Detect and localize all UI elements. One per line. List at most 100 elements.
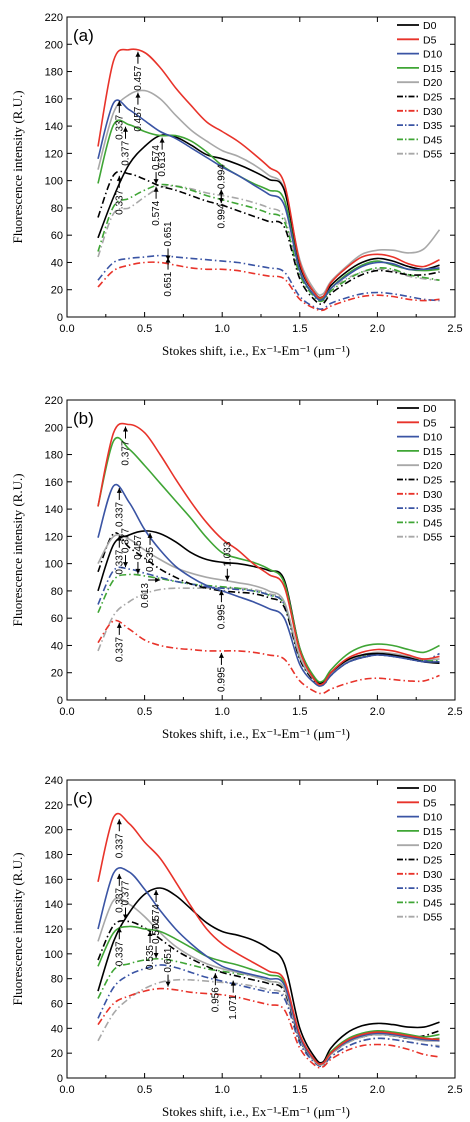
legend-label-d30: D30 bbox=[423, 106, 442, 118]
series-line-d25 bbox=[97, 170, 440, 305]
legend-label-d45: D45 bbox=[423, 134, 442, 146]
annotation: 1.071 bbox=[228, 980, 239, 1020]
annotation-arrowhead bbox=[116, 819, 122, 825]
annotation: 0.613 bbox=[157, 137, 168, 177]
series-line-d55 bbox=[97, 185, 440, 301]
annotation-label: 0.574 bbox=[151, 200, 162, 225]
x-tick-label: 0.0 bbox=[59, 323, 74, 335]
annotation-label: 0.457 bbox=[133, 534, 144, 559]
annotation: 0.535 bbox=[145, 532, 156, 572]
annotation-label: 0.574 bbox=[151, 145, 162, 170]
annotation: 0.574 bbox=[151, 186, 162, 226]
legend-label-d45: D45 bbox=[423, 897, 442, 909]
legend-label-d10: D10 bbox=[423, 432, 442, 444]
legend-label-d10: D10 bbox=[423, 812, 442, 824]
annotation-arrowhead bbox=[224, 575, 230, 581]
legend-label-d20: D20 bbox=[423, 460, 442, 472]
annotation-label: 0.337 bbox=[114, 189, 125, 214]
y-tick-label: 100 bbox=[45, 559, 63, 571]
annotation-arrowhead bbox=[116, 487, 122, 493]
series-line-d30 bbox=[97, 619, 440, 695]
x-tick-label: 2.5 bbox=[447, 323, 462, 335]
annotation-arrowhead bbox=[116, 535, 122, 541]
y-tick-label: 40 bbox=[51, 1023, 63, 1035]
legend-label-d20: D20 bbox=[423, 77, 442, 89]
legend-label-d30: D30 bbox=[423, 489, 442, 501]
annotation-arrowhead bbox=[155, 577, 161, 583]
legend-label-d0: D0 bbox=[423, 20, 437, 32]
x-tick-label: 0.5 bbox=[137, 706, 152, 718]
legend: D0 D5 D10 D15 D20 D25 D30 D35 D45 D55 bbox=[397, 783, 442, 924]
annotation-label: 1.033 bbox=[222, 541, 233, 566]
y-tick-label: 220 bbox=[45, 800, 63, 812]
annotation: 0.995 bbox=[216, 590, 227, 629]
legend-label-d35: D35 bbox=[423, 883, 442, 895]
annotation-label: 0.651 bbox=[163, 221, 174, 246]
series-line-d15 bbox=[97, 436, 440, 683]
legend-label-d45: D45 bbox=[423, 517, 442, 529]
y-tick-label: 40 bbox=[51, 257, 63, 269]
annotation: 0.457 bbox=[133, 92, 144, 132]
legend-label-d5: D5 bbox=[423, 797, 437, 809]
annotation: 0.377 bbox=[121, 528, 132, 568]
annotation: 1.033 bbox=[222, 541, 233, 581]
y-axis-label: Fluorescence intensity (R.U.) bbox=[10, 90, 25, 243]
y-tick-label: 200 bbox=[45, 39, 63, 51]
y-tick-label: 160 bbox=[45, 874, 63, 886]
annotation: 0.337 bbox=[114, 819, 125, 858]
annotation-label: 0.337 bbox=[114, 887, 125, 912]
y-tick-label: 80 bbox=[51, 586, 63, 598]
series-line-d45 bbox=[97, 573, 440, 686]
annotation-arrowhead bbox=[218, 198, 224, 204]
annotation-label: 0.377 bbox=[121, 528, 132, 553]
annotation: 0.457 bbox=[133, 534, 144, 574]
annotation-arrowhead bbox=[153, 953, 159, 959]
series-line-d20 bbox=[97, 533, 440, 686]
y-tick-label: 100 bbox=[45, 949, 63, 961]
y-tick-label: 220 bbox=[45, 12, 63, 24]
annotation-label: 0.651 bbox=[163, 271, 174, 296]
series-line-d5 bbox=[97, 48, 440, 299]
legend-label-d10: D10 bbox=[423, 49, 442, 61]
annotation: 0.651 bbox=[163, 947, 174, 987]
annotation-arrowhead bbox=[116, 100, 122, 106]
series-line-d10 bbox=[97, 99, 440, 302]
chart-panel-1: 0.0 0.5 1.0 1.5 2.0 2.5 0 20 40 60 80 100 120 140 160 1… bbox=[10, 395, 463, 741]
legend-label-d30: D30 bbox=[423, 869, 442, 881]
annotation: 0.574 bbox=[151, 919, 162, 959]
annotation-label: 0.613 bbox=[157, 151, 168, 176]
annotation-arrowhead bbox=[116, 927, 122, 933]
annotation-arrowhead bbox=[218, 590, 224, 596]
x-tick-label: 2.0 bbox=[370, 1084, 385, 1096]
x-axis-label: Stokes shift, i.e., Ex⁻¹-Em⁻¹ (μm⁻¹) bbox=[162, 343, 350, 358]
annotation-label: 0.337 bbox=[114, 833, 125, 858]
y-tick-label: 0 bbox=[57, 695, 63, 707]
y-tick-label: 20 bbox=[51, 668, 63, 680]
annotation: 0.574 bbox=[151, 145, 162, 185]
annotation-label: 0.337 bbox=[114, 636, 125, 661]
y-axis-label: Fluorescence intensity (R.U.) bbox=[10, 852, 25, 1005]
y-tick-label: 140 bbox=[45, 504, 63, 516]
annotation-label: 0.995 bbox=[216, 604, 227, 629]
y-tick-label: 40 bbox=[51, 640, 63, 652]
annotation: 0.574 bbox=[151, 890, 162, 929]
chart-panel-0: 0.0 0.5 1.0 1.5 2.0 2.5 0 20 40 60 80 100 120 140 160 1… bbox=[10, 12, 463, 358]
series-line-d45 bbox=[97, 183, 440, 303]
annotation-arrowhead bbox=[123, 562, 129, 568]
legend-label-d35: D35 bbox=[423, 120, 442, 132]
legend-label-d15: D15 bbox=[423, 446, 442, 458]
series-line-d15 bbox=[97, 119, 440, 301]
annotation-arrowhead bbox=[153, 179, 159, 185]
series-line-d30 bbox=[97, 261, 440, 312]
x-axis-label: Stokes shift, i.e., Ex⁻¹-Em⁻¹ (μm⁻¹) bbox=[162, 726, 350, 741]
panel-label: (b) bbox=[73, 409, 94, 428]
y-tick-label: 20 bbox=[51, 1048, 63, 1060]
y-axis-label: Fluorescence intensity (R.U.) bbox=[10, 473, 25, 626]
x-tick-label: 0.5 bbox=[137, 1084, 152, 1096]
x-tick-label: 1.0 bbox=[215, 1084, 230, 1096]
y-tick-label: 80 bbox=[51, 974, 63, 986]
series-line-d30 bbox=[97, 987, 440, 1069]
annotation-label: 0.574 bbox=[151, 904, 162, 929]
y-tick-label: 180 bbox=[45, 67, 63, 79]
